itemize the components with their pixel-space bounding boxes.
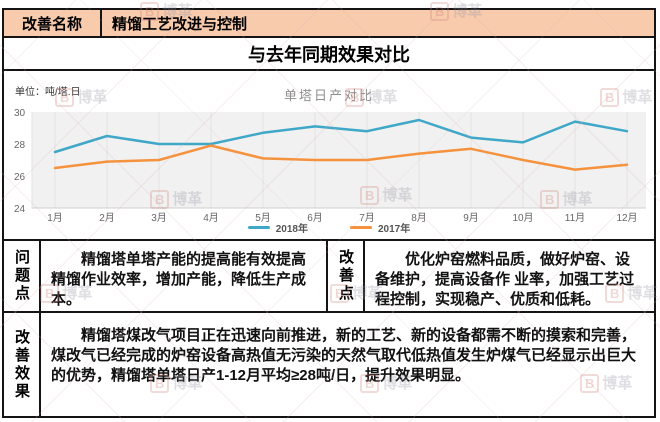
improvement-title: 精馏工艺改进与控制 — [112, 15, 248, 33]
chart-title: 单塔日产对比 — [283, 89, 374, 104]
y-tick-28: 28 — [14, 140, 26, 151]
x-tick-2月: 2月 — [99, 212, 115, 224]
report-table: 改善名称 精馏工艺改进与控制 与去年同期效果对比 单位：吨/塔.日 单塔日产对比… — [2, 8, 656, 418]
problem-points-label: 问题点 — [4, 241, 41, 311]
x-tick-8月: 8月 — [411, 212, 427, 224]
x-tick-9月: 9月 — [463, 212, 479, 224]
x-tick-11月: 11月 — [565, 212, 585, 224]
improvement-effect-label: 改善效果 — [4, 313, 41, 416]
y-tick-26: 26 — [14, 172, 26, 183]
chart-legend: 2018年 2017年 — [4, 220, 654, 235]
x-tick-10月: 10月 — [512, 212, 533, 224]
x-tick-12月: 12月 — [616, 212, 637, 224]
x-tick-4月: 4月 — [203, 212, 219, 224]
production-comparison-chart: 1月 2月 3月 4月 5月 6月 7月 8月 9月 10月 11月 12月 24 26 28 30 — [14, 108, 646, 224]
chart-row: 单位：吨/塔.日 单塔日产对比 1月 2月 3月 4月 5月 6月 7月 8月 9月 10月 11月… — [4, 71, 654, 241]
improvement-points-paragraph: 优化炉窑燃料品质，做好炉窑、设备维护，提高设备作 业率，加强工艺过程控制，实现稳… — [375, 251, 635, 308]
improvement-points-label: 改善点 — [328, 241, 365, 311]
y-tick-24: 24 — [14, 204, 26, 215]
x-tick-6月: 6月 — [307, 212, 323, 224]
series-line-2017年 — [53, 144, 629, 171]
legend-label-2017年: 2017年 — [378, 224, 411, 235]
x-tick-5月: 5月 — [255, 212, 271, 224]
legend-label-2018年: 2018年 — [275, 224, 308, 235]
legend-swatch-2018年 — [247, 226, 270, 229]
x-tick-7月: 7月 — [359, 212, 375, 224]
improvement-effect-row: 改善效果 精馏塔煤改气项目正在迅速向前推进，新的工艺、新的设备都需不断的摸索和完… — [4, 313, 654, 416]
legend-item-2017年: 2017年 — [350, 220, 410, 235]
y-tick-30: 30 — [14, 108, 26, 119]
improvement-effect-paragraph: 精馏塔煤改气项目正在迅速向前推进，新的工艺、新的设备都需不断的摸索和完善，煤改气… — [51, 327, 637, 384]
problem-improvement-row: 问题点 精馏塔单塔产能的提高能有效提高精馏作业效率，增加产能，降低生产成本。 改… — [4, 241, 654, 313]
comparison-subtitle: 与去年同期效果对比 — [4, 38, 654, 71]
chart-unit-label: 单位：吨/塔.日 — [15, 87, 81, 98]
x-tick-1月: 1月 — [47, 212, 63, 224]
problem-points-text: 精馏塔单塔产能的提高能有效提高精馏作业效率，增加产能，降低生产成本。 — [41, 241, 328, 311]
x-tick-3月: 3月 — [151, 212, 167, 224]
series-line-2018年 — [53, 118, 629, 154]
improvement-name-label: 改善名称 — [4, 10, 102, 36]
problem-points-paragraph: 精馏塔单塔产能的提高能有效提高精馏作业效率，增加产能，降低生产成本。 — [51, 251, 307, 308]
improvement-points-text: 优化炉窑燃料品质，做好炉窑、设备维护，提高设备作 业率，加强工艺过程控制，实现稳… — [365, 241, 654, 311]
legend-swatch-2017年 — [350, 226, 372, 229]
improvement-effect-text: 精馏塔煤改气项目正在迅速向前推进，新的工艺、新的设备都需不断的摸索和完善，煤改气… — [41, 313, 654, 416]
legend-item-2018年: 2018年 — [247, 220, 308, 235]
header-row: 改善名称 精馏工艺改进与控制 — [4, 10, 654, 38]
